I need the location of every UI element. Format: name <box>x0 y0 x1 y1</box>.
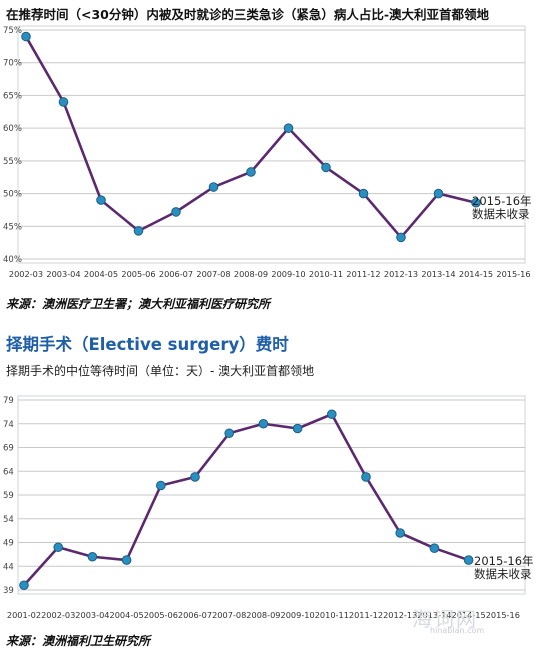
chart1-data-point <box>21 31 31 42</box>
chart1-data-point <box>396 232 406 243</box>
chart1-annotation: 2015-16年 <box>472 194 532 208</box>
chart2-subtitle: 择期手术的中位等待时间（单位：天）- 澳大利亚首都领地 <box>6 364 315 378</box>
chart1-xtick-label: 2014-15 <box>459 269 493 279</box>
chart2-ytick-label: 59 <box>3 491 14 501</box>
chart2-data-point <box>224 428 234 439</box>
section-title-elective-surgery: 择期手术（Elective surgery）费时 <box>6 335 289 354</box>
chart2-data-point <box>361 472 371 482</box>
chart1-data-point <box>246 167 256 177</box>
chart1-data-point <box>358 188 369 199</box>
chart2-xtick-label: 2007-08 <box>212 610 246 620</box>
chart2-xtick-label: 2013-14 <box>417 610 451 620</box>
chart2-data-point <box>463 555 474 565</box>
chart2-xtick-label: 2010-11 <box>315 610 349 620</box>
chart2-xtick-label: 2008-09 <box>246 610 280 620</box>
chart2-xtick-label: 2005-06 <box>144 610 178 620</box>
chart1-xtick-label: 2004-05 <box>84 269 118 279</box>
chart2-ytick-label: 79 <box>3 396 14 406</box>
chart2-data-point <box>19 580 29 591</box>
chart2-data-point <box>429 543 440 553</box>
chart1-xtick-label: 2002-03 <box>9 269 43 279</box>
chart1-ytick-label: 45% <box>3 222 22 232</box>
chart1-data-point <box>133 226 144 236</box>
chart2-xtick-label: 2015-16 <box>486 610 520 620</box>
chart1-xtick-label: 2010-11 <box>309 269 343 279</box>
chart2-data-point <box>292 423 303 434</box>
chart2-data-point <box>121 555 132 565</box>
chart2-data-point <box>258 418 269 429</box>
chart1-ytick-label: 40% <box>3 255 22 265</box>
chart2-xtick-label: 2001-02 <box>7 610 41 620</box>
chart2-ytick-label: 44 <box>3 562 14 572</box>
chart2-data-point <box>395 528 406 538</box>
chart1-xtick-label: 2006-07 <box>159 269 193 279</box>
chart2-xtick-label: 2014-15 <box>451 610 485 620</box>
chart2-ytick-label: 39 <box>3 586 14 596</box>
chart2-xtick-label: 2011-12 <box>349 610 383 620</box>
chart1-xtick-label: 2003-04 <box>46 269 80 279</box>
chart2-annotation: 数据未收录 <box>474 567 532 581</box>
chart1-data-point <box>321 162 331 173</box>
chart2-xtick-label: 2004-05 <box>109 610 143 620</box>
chart1-ytick-label: 75% <box>3 26 22 36</box>
chart1-data-point <box>471 197 481 208</box>
chart1-ytick-label: 70% <box>3 59 22 69</box>
chart1-xtick-label: 2012-13 <box>384 269 418 279</box>
chart2-data-point <box>87 551 98 562</box>
chart2-annotation: 2015-16年 <box>474 554 534 568</box>
chart1-plot: 40% 45% 50% 55% 60% 65% 70% 75% 2002-03 2003-04 20… <box>3 25 532 279</box>
chart2-xtick-label: 2009-10 <box>280 610 314 620</box>
chart1-xtick-label: 2011-12 <box>346 269 380 279</box>
chart2-ytick-label: 74 <box>3 420 14 430</box>
chart2-xtick-label: 2012-13 <box>383 610 417 620</box>
chart1-xtick-label: 2005-06 <box>121 269 155 279</box>
chart2-ytick-label: 54 <box>3 515 14 525</box>
chart2-series-line <box>23 412 470 587</box>
chart1-xtick-label: 2009-10 <box>271 269 305 279</box>
chart1-ytick-label: 60% <box>3 124 22 134</box>
chart1-xtick-label: 2008-09 <box>234 269 268 279</box>
chart1-title: 在推荐时间（<30分钟）内被及时就诊的三类急诊（紧急）病人占比-澳大利亚首都领地 <box>6 7 490 22</box>
chart1-data-point <box>208 182 219 192</box>
chart1-xtick-label: 2015-16 <box>496 269 530 279</box>
chart2-source: 来源：澳洲福利卫生研究所 <box>6 634 151 648</box>
chart2-data-point <box>53 542 64 553</box>
watermark-subtext: hinablan.com <box>430 626 485 635</box>
chart2-ytick-label: 64 <box>3 467 14 477</box>
chart1-ytick-label: 65% <box>3 91 22 101</box>
chart2-xtick-label: 2006-07 <box>178 610 212 620</box>
chart2-xtick-label: 2002-03 <box>41 610 75 620</box>
chart1-data-point <box>283 123 294 133</box>
chart1-data-point <box>171 207 181 217</box>
chart1-ytick-label: 50% <box>3 190 22 200</box>
chart1-data-point <box>96 195 106 205</box>
chart1-annotation: 数据未收录 <box>472 207 530 221</box>
chart1-source: 来源：澳洲医疗卫生署；澳大利亚福利医疗研究所 <box>6 297 271 311</box>
chart1-xtick-label: 2013-14 <box>421 269 455 279</box>
chart2-data-point <box>156 480 166 491</box>
chart1-series-line <box>24 35 477 239</box>
chart2-data-point <box>327 409 337 420</box>
chart1-frame <box>17 25 526 264</box>
chart1-xtick-label: 2007-08 <box>196 269 230 279</box>
chart2-xtick-label: 2003-04 <box>75 610 109 620</box>
chart2-data-point <box>190 472 200 482</box>
chart1-ytick-label: 55% <box>3 157 22 167</box>
chart2-ytick-label: 49 <box>3 539 14 549</box>
chart1-data-point <box>58 97 69 107</box>
watermark-text: 海词网 <box>412 607 478 631</box>
chart1-data-point <box>433 188 444 199</box>
chart2-ytick-label: 69 <box>3 444 14 454</box>
